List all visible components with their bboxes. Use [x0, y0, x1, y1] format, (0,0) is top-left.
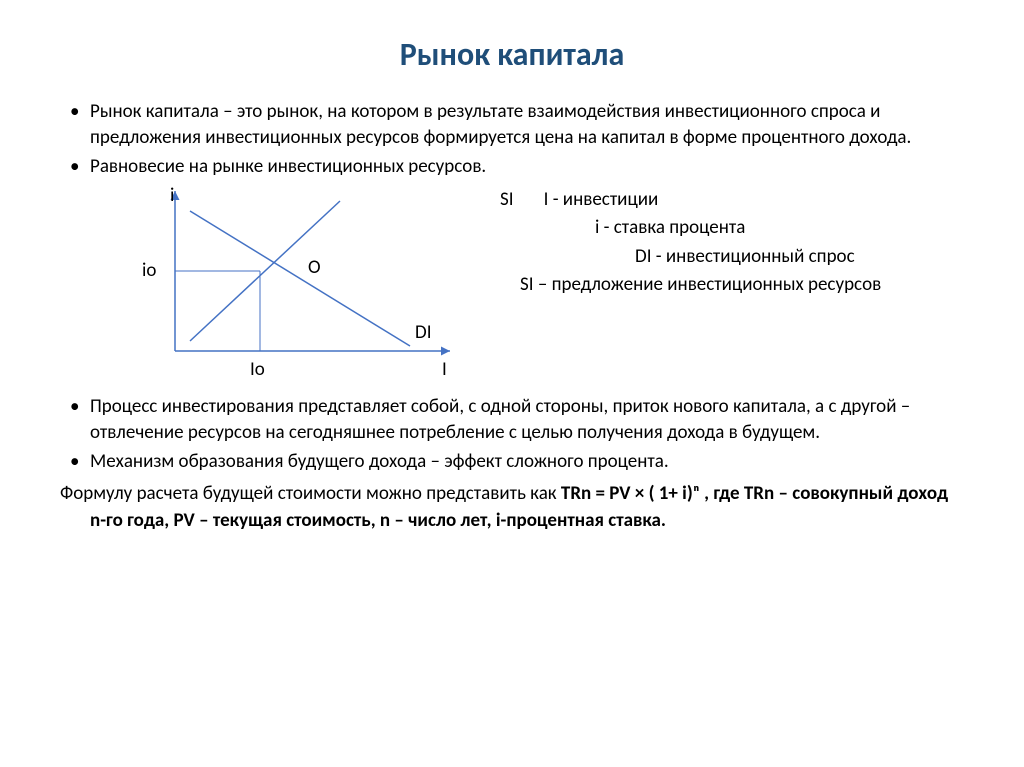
- label-io: iо: [142, 259, 156, 282]
- legend-3: DI - инвестиционный спрос: [500, 243, 881, 272]
- bullet-1: Рынок капитала – это рынок, на котором в…: [60, 99, 964, 150]
- label-O: O: [308, 256, 321, 279]
- bullet-2: Равновесие на рынке инвестиционных ресур…: [60, 154, 964, 180]
- equilibrium-diagram: i iо O DI Io I: [120, 186, 460, 386]
- label-DI: DI: [415, 321, 431, 344]
- legend-2: i - ставка процента: [500, 214, 881, 243]
- legend-4: SI – предложение инвестиционных ресурсов: [500, 271, 881, 300]
- legend: SI I - инвестиции i - ставка процента DI…: [460, 186, 881, 300]
- formula-bold-2: PV – текущая стоимость, n – число лет, i…: [174, 509, 667, 532]
- bullet-list: Рынок капитала – это рынок, на котором в…: [60, 99, 964, 180]
- bullet-list-2: Процесс инвестирования представляет собо…: [60, 394, 964, 475]
- label-SI-top: SI: [500, 188, 514, 211]
- label-Io-x: Io: [250, 358, 265, 381]
- label-i: i: [170, 184, 174, 207]
- diagram-row: i iо O DI Io I SI I - инвестиции i - ста…: [60, 186, 964, 386]
- bullet-3: Процесс инвестирования представляет собо…: [60, 394, 964, 445]
- diagram-svg: [120, 186, 460, 386]
- formula-pre-1: Формулу расчета будущей стоимости можно …: [60, 482, 561, 505]
- formula-bold-1: TRn = PV × ( 1+ i)ⁿ , где TRn – совокупн…: [561, 482, 948, 505]
- formula-line-2: n-го года, PV – текущая стоимость, n – ч…: [60, 508, 964, 534]
- legend-1: I - инвестиции: [544, 188, 659, 211]
- label-I-x: I: [442, 358, 447, 381]
- page-title: Рынок капитала: [60, 35, 964, 74]
- bullet-4: Механизм образования будущего дохода – э…: [60, 449, 964, 475]
- formula-pre-2: n-го года,: [90, 509, 174, 532]
- formula-line-1: Формулу расчета будущей стоимости можно …: [60, 481, 964, 507]
- formula-block: Формулу расчета будущей стоимости можно …: [60, 481, 964, 534]
